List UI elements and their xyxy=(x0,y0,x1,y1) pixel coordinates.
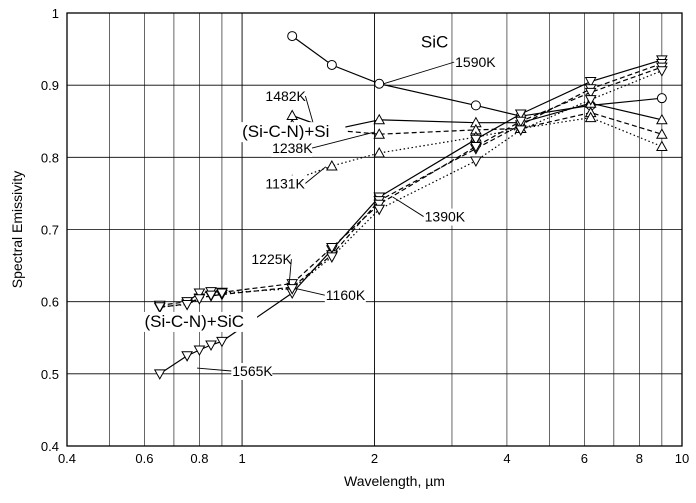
y-tick-label: 0.8 xyxy=(41,150,59,165)
annotation-bg xyxy=(423,208,465,226)
annotation-bg xyxy=(324,287,366,305)
series-line xyxy=(159,62,663,308)
annotation-label: (Si-C-N)+Si xyxy=(242,122,329,141)
x-tick-label: 8 xyxy=(636,451,643,466)
data-point xyxy=(656,93,667,104)
annotation-label: 1238K xyxy=(272,140,313,156)
annotation-bg xyxy=(241,122,346,143)
series-layer xyxy=(153,31,668,380)
annotation-label: 1160K xyxy=(326,287,366,303)
data-point xyxy=(326,243,338,254)
annotation-leader xyxy=(304,95,314,123)
annotation-bg xyxy=(250,251,292,269)
data-point xyxy=(193,294,206,305)
data-point xyxy=(584,111,597,123)
data-point xyxy=(656,66,668,77)
data-point xyxy=(153,369,166,380)
data-point xyxy=(181,351,193,362)
data-point xyxy=(205,290,217,302)
data-point xyxy=(514,116,527,128)
annotation-bg xyxy=(454,54,496,72)
annotation-bg xyxy=(271,140,313,158)
annotation-leader xyxy=(288,259,292,284)
annotation-leader xyxy=(392,196,424,217)
y-axis-title: Spectral Emissivity xyxy=(9,171,25,288)
data-point xyxy=(656,128,668,139)
data-point xyxy=(373,113,386,125)
annotation-label: 1482K xyxy=(265,88,306,104)
annotation-label: SiC xyxy=(421,33,448,52)
x-tick-label: 0.4 xyxy=(58,451,76,466)
annotation-leader xyxy=(305,166,327,184)
data-point xyxy=(373,199,386,211)
series-1160K xyxy=(153,66,668,313)
data-point xyxy=(584,87,597,99)
data-point xyxy=(287,31,298,42)
data-point xyxy=(514,125,527,136)
annotation-leader xyxy=(196,367,232,372)
data-point xyxy=(584,77,597,88)
x-axis-title: Wavelength, µm xyxy=(344,473,445,489)
data-point xyxy=(153,302,166,313)
x-tick-label: 1 xyxy=(238,451,245,466)
data-point xyxy=(193,345,206,357)
data-point xyxy=(373,146,386,158)
y-tick-label: 0.9 xyxy=(41,78,59,93)
data-point xyxy=(326,159,338,171)
annotation-label: 1590K xyxy=(455,54,496,70)
data-point xyxy=(286,109,299,120)
tick-labels: 0.4 0.6 0.8 1 2 4 6 8 10 0.4 0.5 0.6 0.7 0.8 0.9 1 xyxy=(41,6,689,466)
annotation-label: 1225K xyxy=(251,251,292,267)
y-tick-label: 0.5 xyxy=(41,367,59,382)
annotation-leader xyxy=(296,288,325,296)
x-tick-label: 0.6 xyxy=(135,451,153,466)
data-point xyxy=(286,284,299,295)
annotation-label: 1565K xyxy=(232,363,273,379)
annotation-bg xyxy=(264,175,306,193)
x-tick-label: 2 xyxy=(371,451,378,466)
data-point xyxy=(584,95,597,106)
annotation-bg xyxy=(231,362,273,380)
data-point xyxy=(656,113,668,125)
data-point xyxy=(514,109,527,121)
data-point xyxy=(193,288,206,300)
x-tick-label: 6 xyxy=(581,451,588,466)
x-tick-label: 0.8 xyxy=(190,451,208,466)
data-point xyxy=(205,340,217,351)
y-tick-label: 0.4 xyxy=(41,439,59,454)
data-point xyxy=(373,204,386,216)
data-point xyxy=(326,59,337,70)
data-point xyxy=(470,142,482,153)
data-point xyxy=(181,300,193,311)
series-line xyxy=(159,70,663,308)
y-tick-label: 1 xyxy=(52,6,59,21)
y-tick-label: 0.6 xyxy=(41,295,59,310)
annotation-bg xyxy=(419,32,450,53)
y-tick-label: 0.7 xyxy=(41,223,59,238)
data-point xyxy=(470,134,482,146)
data-point xyxy=(374,78,385,89)
data-point xyxy=(656,140,668,152)
x-tick-label: 4 xyxy=(503,451,510,466)
x-tick-label: 10 xyxy=(675,451,689,466)
annotation-leader xyxy=(311,131,375,149)
data-point xyxy=(326,252,338,263)
data-point xyxy=(470,100,481,111)
annotation-bg xyxy=(143,311,258,332)
annotation-bg xyxy=(264,88,306,106)
data-point xyxy=(216,288,228,300)
annotation-label: 1390K xyxy=(425,209,466,225)
annotation-leader xyxy=(383,61,455,85)
data-point xyxy=(470,156,482,167)
plot-frame xyxy=(66,12,683,447)
annotation-label: (Si-C-N)+SiC xyxy=(144,312,244,331)
data-point xyxy=(216,336,228,348)
annotation-label: 1131K xyxy=(265,175,305,191)
data-point xyxy=(373,128,386,139)
